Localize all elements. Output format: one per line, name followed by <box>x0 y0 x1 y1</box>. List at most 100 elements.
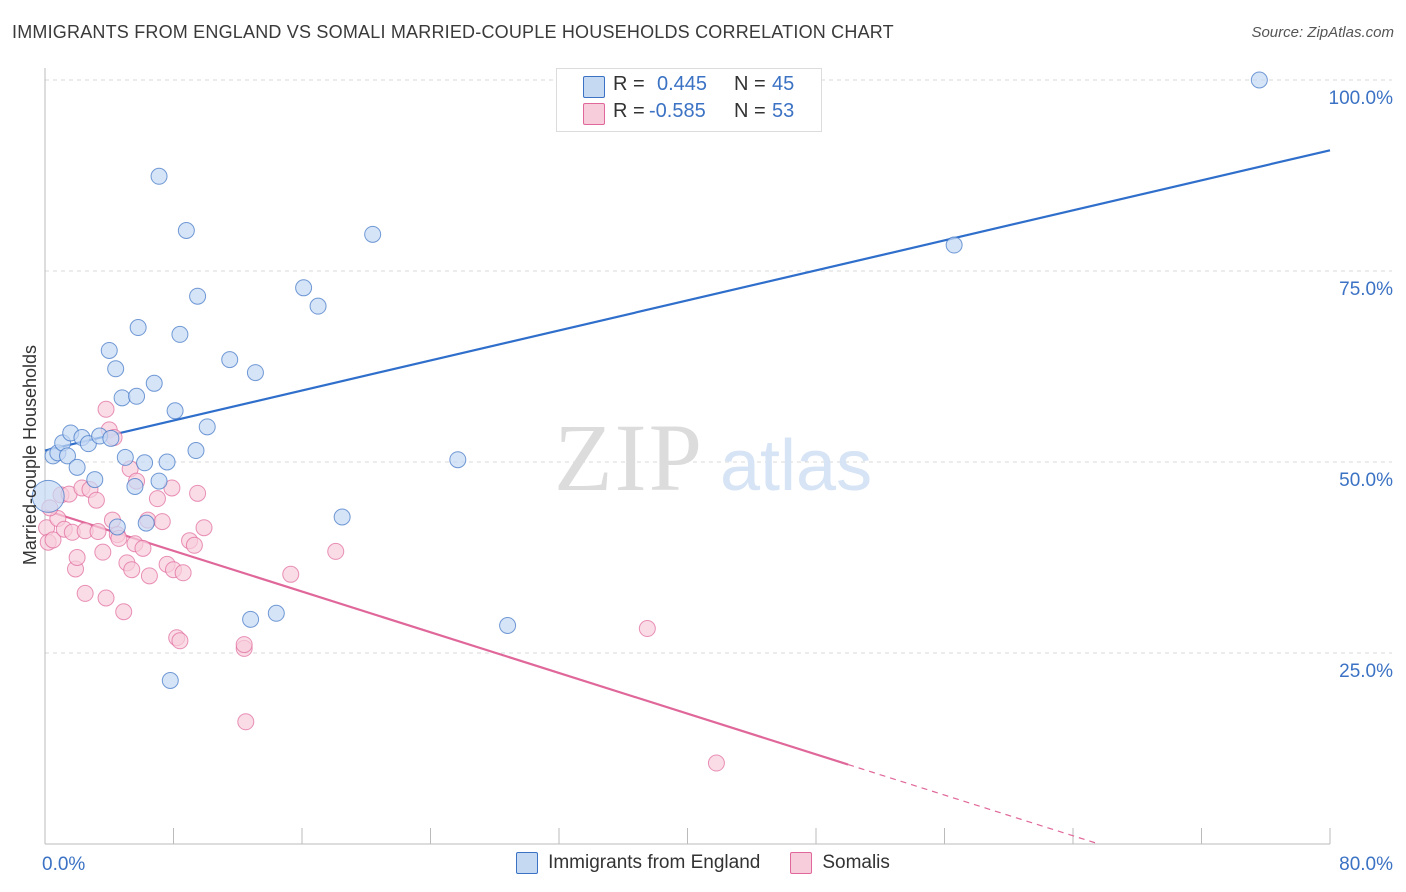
point-england <box>221 351 239 369</box>
point-england <box>187 442 205 460</box>
point-somalis <box>76 584 94 602</box>
point-england <box>945 236 963 254</box>
point-england <box>129 319 147 337</box>
point-somalis <box>87 491 105 509</box>
n-label: N = <box>734 100 766 122</box>
source-label: Source: ZipAtlas.com <box>1251 24 1394 41</box>
legend-swatch-england <box>516 852 539 874</box>
point-england <box>58 447 76 465</box>
point-somalis <box>134 539 152 557</box>
point-england <box>128 387 146 405</box>
point-england <box>116 448 134 466</box>
correlation-row-england: R = 0.445 N = 45 <box>557 73 821 99</box>
r-label: R = <box>613 100 645 122</box>
point-somalis <box>89 523 107 541</box>
point-somalis <box>174 564 192 582</box>
trendline-england <box>44 149 1331 452</box>
point-england <box>100 341 118 359</box>
x-tick-label: 0.0% <box>42 854 85 875</box>
trendline-somalis <box>44 509 849 766</box>
n-value: 45 <box>772 73 795 95</box>
point-england <box>102 429 120 447</box>
point-england <box>189 287 207 305</box>
chart-title: IMMIGRANTS FROM ENGLAND VS SOMALI MARRIE… <box>12 22 894 42</box>
point-somalis <box>44 531 62 549</box>
point-england <box>267 604 285 622</box>
grid-lines <box>45 79 1392 654</box>
data-points <box>31 71 1268 772</box>
legend-item-somalis[interactable]: Somalis <box>790 852 890 874</box>
legend-swatch-somalis <box>790 852 813 874</box>
point-england <box>136 454 154 472</box>
watermark-zip: ZIP <box>554 404 704 511</box>
y-tick-label: 50.0% <box>1339 470 1393 491</box>
point-england <box>1250 71 1268 89</box>
point-england <box>108 518 126 536</box>
point-england <box>145 374 163 392</box>
legend-label-england: Immigrants from England <box>548 852 761 873</box>
point-somalis <box>189 484 207 502</box>
point-england <box>198 418 216 436</box>
tick-labels: 25.0% 50.0% 75.0% 100.0% 0.0% 80.0% <box>42 88 1393 875</box>
point-somalis <box>171 632 189 650</box>
point-somalis <box>195 519 213 537</box>
point-somalis <box>97 400 115 418</box>
correlation-legend: R = 0.445 N = 45 R = -0.585 N = 53 <box>556 68 822 132</box>
point-england <box>137 514 155 532</box>
point-somalis <box>148 490 166 508</box>
point-england <box>86 471 104 489</box>
point-england <box>309 297 327 315</box>
y-axis-label: Married-couple Households <box>20 345 40 565</box>
somalis-swatch <box>583 103 605 125</box>
point-somalis <box>153 513 171 531</box>
point-england <box>449 451 467 469</box>
chart-legend: Immigrants from England Somalis <box>0 852 1406 874</box>
point-somalis <box>185 536 203 554</box>
point-somalis <box>115 603 133 621</box>
correlation-row-somalis: R = -0.585 N = 53 <box>557 100 821 126</box>
point-england <box>158 453 176 471</box>
point-england <box>246 364 264 382</box>
y-tick-label: 75.0% <box>1339 279 1393 300</box>
point-somalis <box>97 589 115 607</box>
point-somalis <box>638 620 656 638</box>
point-england <box>242 610 260 628</box>
point-england <box>161 672 179 690</box>
point-england <box>171 325 189 343</box>
trendline-somalis-extension <box>847 763 1098 844</box>
point-england <box>364 225 382 243</box>
point-somalis <box>707 754 725 772</box>
point-england <box>31 479 65 513</box>
r-label: R = <box>613 73 645 95</box>
trendlines <box>44 149 1331 844</box>
point-somalis <box>282 565 300 583</box>
point-england <box>295 279 313 297</box>
n-label: N = <box>734 73 766 95</box>
legend-item-england[interactable]: Immigrants from England <box>516 852 760 874</box>
point-england <box>68 458 86 476</box>
point-england <box>499 616 517 634</box>
legend-label-somalis: Somalis <box>822 852 890 873</box>
point-somalis <box>235 636 253 654</box>
point-england <box>113 389 131 407</box>
point-somalis <box>94 543 112 561</box>
england-swatch <box>583 76 605 98</box>
y-tick-label: 100.0% <box>1329 88 1394 109</box>
x-tick-label: 80.0% <box>1339 854 1393 875</box>
n-value: 53 <box>772 100 795 122</box>
point-somalis <box>140 567 158 585</box>
r-value: -0.585 <box>649 100 706 122</box>
point-england <box>126 477 144 495</box>
point-england <box>150 472 168 490</box>
point-somalis <box>68 549 86 566</box>
point-england <box>166 402 184 420</box>
point-england <box>150 167 168 185</box>
r-value: 0.445 <box>657 73 708 95</box>
y-tick-label: 25.0% <box>1339 661 1393 682</box>
watermark-atlas: atlas <box>720 426 872 506</box>
point-england <box>107 360 125 378</box>
watermark: ZIP atlas <box>554 404 872 511</box>
point-england <box>333 508 351 526</box>
point-somalis <box>327 542 345 560</box>
